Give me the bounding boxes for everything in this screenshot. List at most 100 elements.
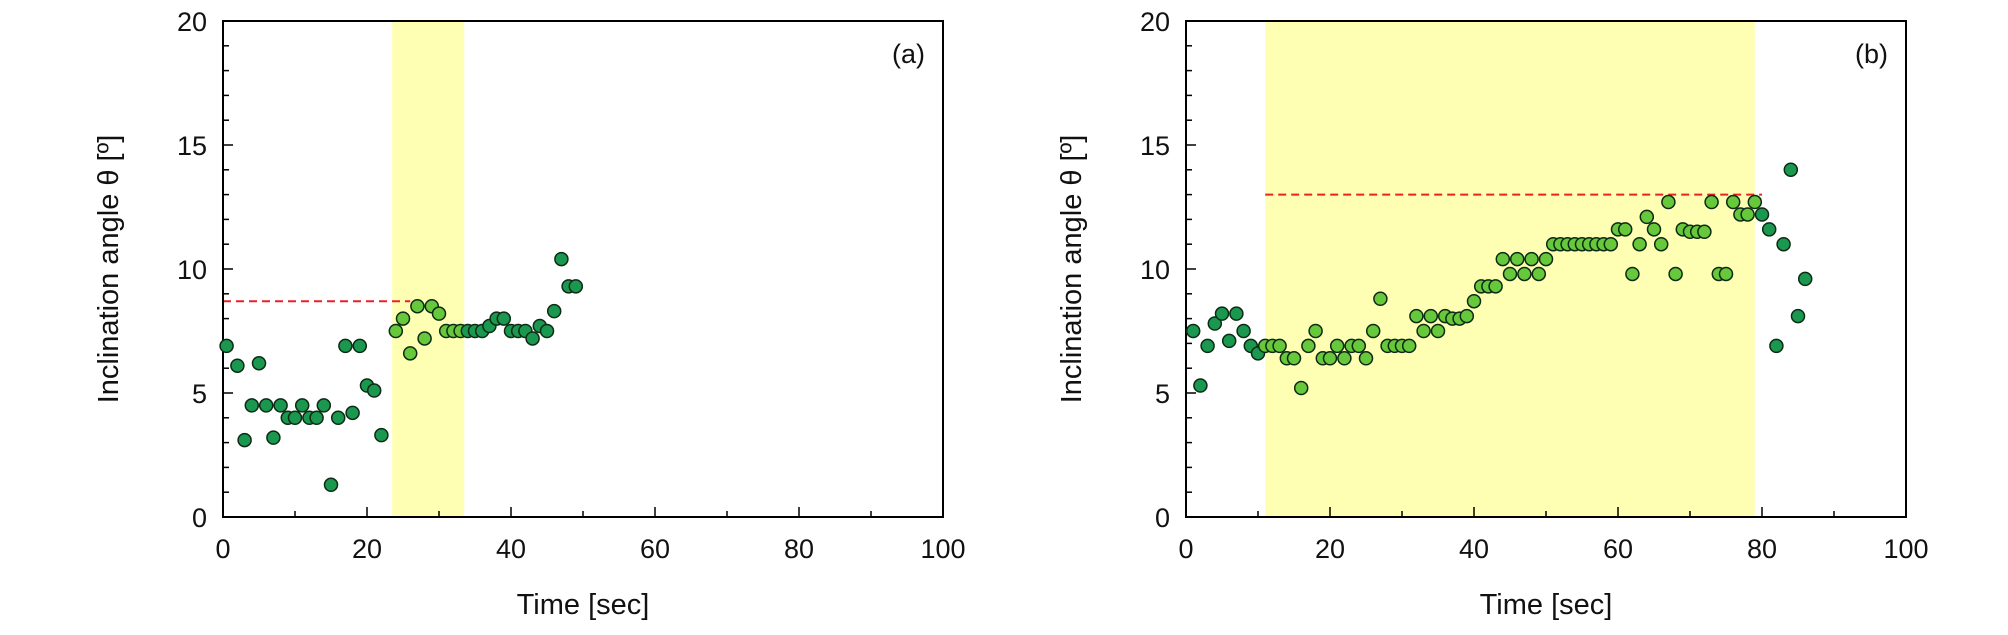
data-point <box>1704 194 1719 210</box>
data-point <box>1538 251 1554 267</box>
data-point <box>1236 323 1251 339</box>
data-point <box>546 303 562 319</box>
data-point <box>1293 380 1309 396</box>
data-point <box>1718 266 1734 282</box>
data-point <box>431 306 447 321</box>
x-tick-label: 80 <box>784 534 814 564</box>
data-point <box>1466 293 1482 309</box>
y-tick-label: 10 <box>177 255 207 285</box>
data-point <box>1488 279 1503 294</box>
data-point <box>1646 222 1662 237</box>
data-point <box>237 432 252 448</box>
data-point <box>525 331 540 346</box>
data-point <box>1358 351 1374 366</box>
data-point <box>1625 266 1640 282</box>
x-tick-label: 40 <box>1459 534 1489 564</box>
data-point <box>1301 338 1316 354</box>
data-point <box>251 355 267 371</box>
data-point <box>1423 308 1439 324</box>
data-point <box>273 398 288 413</box>
x-tick-label: 100 <box>920 534 965 564</box>
data-point <box>1459 308 1475 324</box>
data-point <box>1617 222 1633 237</box>
data-point <box>287 410 303 426</box>
data-point <box>316 398 332 413</box>
data-point <box>323 477 339 493</box>
data-point <box>1661 194 1676 210</box>
y-axis-title: Inclination angle θ [º] <box>1056 135 1088 404</box>
data-point <box>1409 308 1424 324</box>
y-tick-label: 15 <box>1140 131 1170 161</box>
y-tick-label: 20 <box>1140 7 1170 37</box>
data-point <box>1603 236 1619 252</box>
x-tick-label: 80 <box>1747 534 1777 564</box>
data-point <box>230 358 245 373</box>
data-point <box>1207 316 1223 331</box>
x-tick-label: 60 <box>1603 534 1633 564</box>
panel-label: (a) <box>892 39 925 69</box>
data-point <box>1329 338 1345 354</box>
data-point <box>1517 266 1532 282</box>
data-point <box>496 311 512 326</box>
x-tick-label: 100 <box>1883 534 1928 564</box>
data-point <box>1214 306 1230 321</box>
x-tick-label: 20 <box>1315 534 1345 564</box>
data-point <box>1509 251 1525 267</box>
data-point <box>1502 266 1518 282</box>
data-point <box>1754 207 1770 222</box>
data-point <box>1697 224 1712 240</box>
y-tick-label: 0 <box>1155 503 1170 533</box>
data-point <box>1221 333 1237 349</box>
data-point <box>1416 323 1431 339</box>
data-point <box>366 383 382 398</box>
panel-a: 0 20 40 60 80 100 0 5 10 15 20 Time [sec] Inclinatio… <box>93 7 966 621</box>
y-tick-label: 15 <box>177 131 207 161</box>
data-point <box>410 298 425 314</box>
data-point <box>554 251 569 267</box>
data-point <box>1200 338 1215 354</box>
data-point <box>345 405 360 421</box>
data-point <box>1322 351 1338 366</box>
data-point <box>1747 194 1763 210</box>
data-point <box>219 338 234 354</box>
data-point <box>1783 162 1799 178</box>
data-point <box>1193 378 1208 393</box>
data-point <box>1725 194 1741 210</box>
data-point <box>294 398 310 413</box>
y-tick-label: 20 <box>177 7 207 37</box>
data-point <box>1653 236 1669 252</box>
data-point <box>1495 251 1511 267</box>
data-point <box>417 331 432 346</box>
data-point <box>1272 338 1287 354</box>
x-axis-title: Time [sec] <box>1480 589 1613 621</box>
plot-frame <box>222 20 944 518</box>
data-point <box>1185 323 1201 339</box>
data-point <box>1229 306 1244 321</box>
y-tick-label: 5 <box>192 379 207 409</box>
data-point <box>1524 251 1539 267</box>
y-tick-label: 10 <box>1140 255 1170 285</box>
data-point <box>568 279 584 294</box>
data-point <box>1337 351 1352 366</box>
panel-b: 0 20 40 60 80 100 0 5 10 15 20 Time [sec] Inclinatio… <box>1056 7 1929 621</box>
y-tick-label: 5 <box>1155 379 1170 409</box>
x-tick-label: 20 <box>352 534 382 564</box>
data-point <box>258 398 274 413</box>
data-point <box>1286 351 1302 366</box>
data-point <box>1740 207 1755 222</box>
data-point <box>1790 308 1806 324</box>
data-point <box>1761 222 1777 237</box>
y-axis-title: Inclination angle θ [º] <box>93 135 125 404</box>
data-point <box>1776 236 1791 252</box>
panel-label: (b) <box>1855 39 1888 69</box>
data-point <box>402 346 418 361</box>
data-point <box>388 323 404 339</box>
data-point <box>330 410 346 426</box>
data-point <box>539 323 555 339</box>
y-tick-label: 0 <box>192 503 207 533</box>
data-point <box>1365 323 1381 339</box>
x-tick-label: 40 <box>496 534 526 564</box>
data-point <box>1373 291 1388 307</box>
data-point <box>1430 323 1446 339</box>
